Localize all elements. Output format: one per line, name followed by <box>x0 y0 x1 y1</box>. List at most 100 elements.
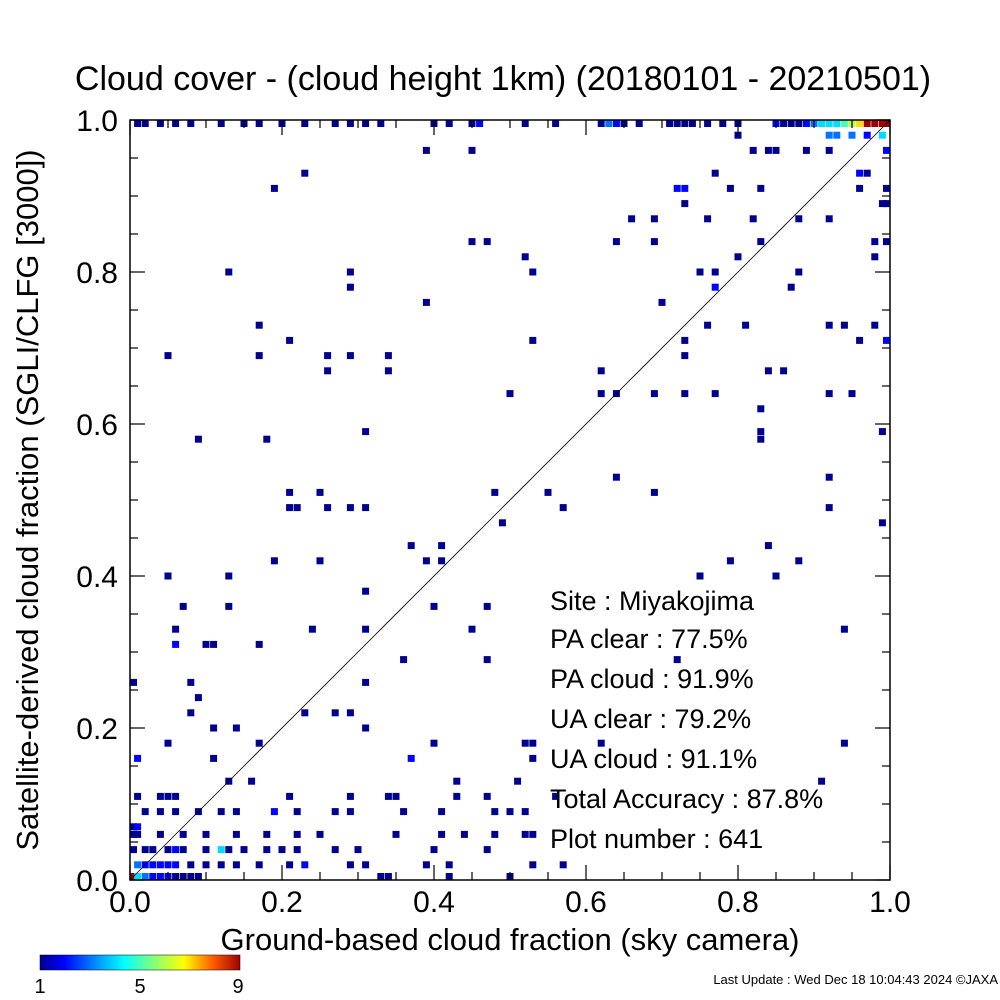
data-cell <box>164 846 172 854</box>
colorbar-tick-mid: 5 <box>134 976 145 998</box>
data-cell <box>445 861 453 869</box>
x-tick-label: 0.0 <box>109 886 151 919</box>
stat-total-accuracy: Total Accuracy : 87.8% <box>550 784 823 814</box>
data-cell <box>840 739 848 747</box>
data-cell <box>172 640 180 648</box>
stat-ua-cloud: UA cloud : 91.1% <box>550 744 757 774</box>
data-cell <box>856 169 864 177</box>
data-cell <box>711 390 719 398</box>
data-cell <box>202 861 210 869</box>
data-cell <box>362 678 370 686</box>
data-cell <box>871 238 879 246</box>
data-cell <box>377 873 385 880</box>
data-cell <box>377 120 385 127</box>
data-cell <box>210 724 218 732</box>
data-cell <box>179 830 187 838</box>
data-cell <box>362 504 370 512</box>
data-cell <box>301 169 309 177</box>
data-cell <box>883 146 890 154</box>
data-cell <box>248 777 256 785</box>
data-cell <box>346 120 354 127</box>
data-cell <box>293 846 301 854</box>
data-cell <box>521 253 529 261</box>
stat-site: Site : Miyakojima <box>550 586 755 616</box>
data-cell <box>164 572 172 580</box>
data-cell <box>130 678 137 686</box>
y-tick-label: 1.0 <box>76 105 118 138</box>
data-cell <box>883 238 890 246</box>
data-cell <box>278 846 286 854</box>
data-cell <box>856 120 864 127</box>
data-cell <box>498 519 506 527</box>
data-cell <box>134 830 142 838</box>
data-cell <box>529 830 537 838</box>
data-cell <box>597 120 605 127</box>
data-cell <box>301 709 309 717</box>
data-cell <box>597 739 605 747</box>
reference-line <box>129 119 891 881</box>
data-cell <box>384 352 392 360</box>
data-cell <box>878 120 886 127</box>
data-cell <box>362 120 370 127</box>
axis-ticks <box>129 119 891 881</box>
data-cell <box>650 390 658 398</box>
data-cell <box>840 120 848 127</box>
data-cell <box>871 321 879 329</box>
data-cell <box>506 808 514 816</box>
data-cell <box>521 830 529 838</box>
data-cell <box>134 792 142 800</box>
data-cell <box>331 846 339 854</box>
data-cell <box>840 321 848 329</box>
stat-plot-number: Plot number : 641 <box>550 824 763 854</box>
data-cell <box>316 557 324 565</box>
data-cell <box>825 215 833 223</box>
data-cell <box>324 367 332 375</box>
data-cell <box>734 253 742 261</box>
data-cell <box>308 625 316 633</box>
data-cell <box>194 694 202 702</box>
data-cell <box>149 873 157 880</box>
data-cell <box>217 120 225 127</box>
data-cell <box>156 873 164 880</box>
data-cell <box>825 120 833 127</box>
data-cell <box>172 120 180 127</box>
data-cell <box>346 792 354 800</box>
data-cell <box>757 435 765 443</box>
data-cell <box>856 336 864 344</box>
data-cell <box>232 724 240 732</box>
data-cell <box>635 120 643 127</box>
data-cell <box>878 131 886 139</box>
data-cell <box>696 268 704 276</box>
data-cell <box>438 808 446 816</box>
data-cell <box>270 184 278 192</box>
data-cell <box>172 873 180 880</box>
data-cell <box>346 861 354 869</box>
data-cell <box>293 504 301 512</box>
data-cell <box>194 435 202 443</box>
data-cell <box>187 861 195 869</box>
data-cell <box>848 390 856 398</box>
data-cell <box>666 120 674 127</box>
data-cell <box>650 238 658 246</box>
data-cell <box>164 861 172 869</box>
data-cell <box>802 120 810 127</box>
data-cell <box>764 367 772 375</box>
data-cell <box>270 808 278 816</box>
data-cell <box>130 823 137 831</box>
data-cell <box>225 846 233 854</box>
data-cell <box>483 238 491 246</box>
data-cell <box>453 777 461 785</box>
data-cell <box>225 268 233 276</box>
data-cell <box>400 656 408 664</box>
data-cell <box>529 739 537 747</box>
data-cell <box>384 873 392 880</box>
data-cell <box>772 572 780 580</box>
data-cell <box>301 861 309 869</box>
data-cell <box>445 120 453 127</box>
data-cell <box>795 120 803 127</box>
data-cell <box>658 298 666 306</box>
data-cell <box>156 861 164 869</box>
data-cell <box>202 846 210 854</box>
data-cell <box>453 792 461 800</box>
data-cell <box>650 215 658 223</box>
